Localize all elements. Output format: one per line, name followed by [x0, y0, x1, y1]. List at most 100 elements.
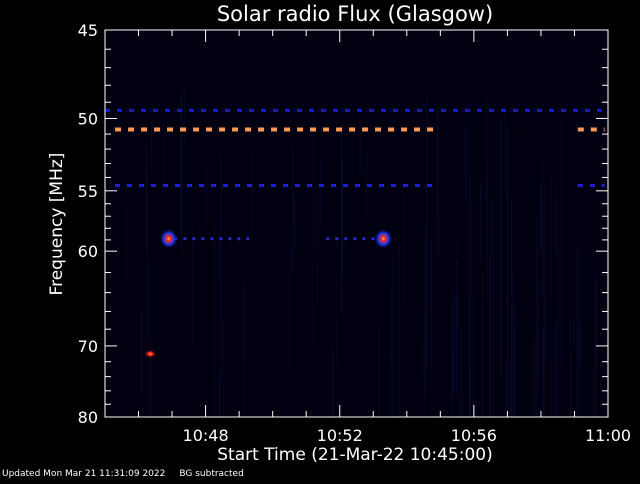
- noise-streak: [125, 207, 127, 281]
- noise-streak: [514, 326, 516, 417]
- noise-streak: [437, 110, 438, 258]
- noise-streak: [475, 274, 477, 417]
- noise-streak: [594, 276, 596, 368]
- footer-note: BG subtracted: [179, 469, 244, 479]
- noise-streak: [163, 115, 164, 183]
- noise-streak: [457, 239, 459, 417]
- noise-streak: [439, 211, 441, 417]
- noise-streak: [456, 259, 458, 397]
- noise-streak: [558, 245, 560, 417]
- noise-streak: [149, 263, 151, 417]
- y-tick-label: 80: [78, 408, 98, 427]
- noise-streak: [402, 182, 404, 310]
- x-tick-label: 10:56: [451, 426, 497, 445]
- noise-streak: [540, 181, 541, 251]
- noise-streak: [398, 243, 400, 417]
- y-axis-label: Frequency [MHz]: [47, 152, 67, 296]
- y-tick-label: 50: [78, 109, 98, 128]
- radio-burst: [159, 228, 178, 249]
- noise-streak: [509, 349, 511, 417]
- noise-streak: [205, 171, 207, 232]
- noise-streak: [511, 304, 512, 417]
- noise-streak: [580, 252, 582, 417]
- noise-streak: [294, 192, 296, 253]
- noise-streak: [378, 327, 380, 417]
- noise-streak: [315, 278, 317, 417]
- noise-streak: [492, 198, 494, 417]
- noise-streak: [452, 291, 453, 404]
- noise-streak: [556, 178, 558, 417]
- noise-streak: [161, 132, 163, 274]
- noise-streak: [426, 95, 428, 366]
- noise-streak: [220, 151, 222, 361]
- noise-streak: [186, 316, 188, 417]
- noise-streak: [358, 109, 360, 181]
- y-tick-label: 55: [78, 182, 98, 201]
- noise-streak: [538, 285, 540, 394]
- noise-streak: [486, 157, 488, 303]
- noise-streak: [550, 172, 552, 417]
- noise-streak: [214, 221, 215, 417]
- noise-streak: [505, 363, 507, 417]
- noise-streak: [140, 310, 142, 394]
- y-tick-label: 45: [78, 21, 98, 40]
- noise-streak: [504, 109, 506, 192]
- x-tick-label: 11:00: [585, 426, 631, 445]
- x-tick-label: 10:48: [183, 426, 229, 445]
- noise-streak: [465, 126, 467, 206]
- noise-streak: [455, 295, 457, 350]
- noise-streak: [146, 148, 148, 342]
- noise-streak: [327, 355, 329, 417]
- noise-streak: [145, 146, 147, 245]
- footer-updated: Updated Mon Mar 21 11:31:09 2022: [2, 469, 166, 479]
- noise-streak: [292, 145, 294, 273]
- chart-title: Solar radio Flux (Glasgow): [216, 2, 494, 26]
- noise-streak: [320, 91, 322, 210]
- footer-status: Updated Mon Mar 21 11:31:09 2022 BG subtr…: [2, 469, 258, 479]
- noise-streak: [360, 123, 362, 172]
- noise-streak: [430, 236, 432, 311]
- noise-streak: [596, 272, 598, 368]
- noise-streak: [543, 300, 545, 417]
- noise-streak: [151, 118, 152, 170]
- noise-streak: [390, 202, 392, 370]
- noise-streak: [161, 278, 162, 319]
- noise-streak: [544, 182, 546, 363]
- x-tick-label: 10:52: [317, 426, 363, 445]
- noise-streak: [365, 152, 367, 223]
- noise-streak: [533, 337, 535, 417]
- noise-streak: [470, 177, 471, 351]
- noise-streak: [573, 134, 575, 350]
- noise-streak: [480, 187, 482, 260]
- noise-streak: [561, 253, 563, 417]
- plot-frame: [104, 29, 609, 418]
- noise-streak: [316, 193, 318, 305]
- noise-streak: [242, 285, 244, 417]
- noise-streak: [421, 336, 423, 381]
- noise-streak: [482, 270, 484, 417]
- noise-streak: [393, 256, 395, 417]
- noise-streak: [411, 134, 413, 412]
- noise-streak: [222, 319, 224, 417]
- noise-streak: [342, 161, 344, 277]
- noise-streak: [576, 245, 578, 417]
- noise-streak: [282, 252, 284, 417]
- noise-streak: [472, 293, 474, 417]
- noise-streak: [460, 328, 462, 417]
- noise-streak: [521, 132, 522, 256]
- noise-streak: [451, 307, 453, 417]
- noise-streak: [485, 93, 486, 202]
- noise-streak: [184, 90, 186, 144]
- noise-streak: [511, 197, 513, 298]
- noise-streak: [346, 267, 348, 417]
- noise-streak: [312, 106, 314, 251]
- noise-streak: [542, 154, 544, 295]
- noise-streak: [554, 200, 556, 254]
- noise-streak: [250, 150, 252, 246]
- noise-streak: [536, 216, 538, 417]
- noise-streak: [542, 328, 544, 417]
- noise-streak: [452, 131, 454, 396]
- noise-streak: [289, 226, 291, 369]
- y-tick-label: 60: [78, 242, 98, 261]
